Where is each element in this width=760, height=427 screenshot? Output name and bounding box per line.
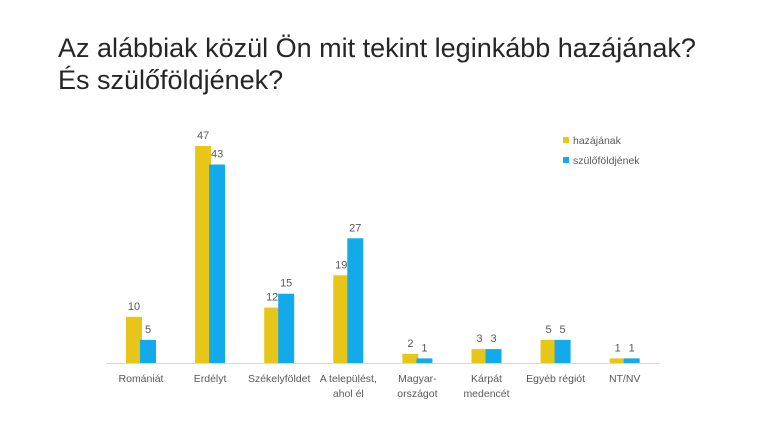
category-labels-group: Romániát Erdélyt Székelyföldet A települést… bbox=[119, 373, 641, 400]
value-label-s1-c4: 19 bbox=[335, 259, 347, 271]
value-label-s1-c1: 10 bbox=[128, 301, 140, 313]
bar-s2-c2 bbox=[209, 164, 226, 363]
bar-s1-c1 bbox=[126, 316, 142, 363]
category-label-3: Székelyföldet bbox=[248, 373, 311, 385]
category-label-5: Magyar-országot bbox=[397, 373, 437, 400]
bar-s2-c8 bbox=[623, 358, 640, 363]
bar-s2-c1 bbox=[140, 339, 156, 363]
legend: hazájának szülőföldjének bbox=[563, 135, 640, 167]
bar-s2-c7 bbox=[554, 339, 571, 363]
value-label-s1-c3: 12 bbox=[266, 292, 278, 304]
value-label-s2-c5: 1 bbox=[421, 342, 427, 354]
category-label-1: Romániát bbox=[119, 373, 164, 385]
bar-s1-c3 bbox=[264, 307, 281, 363]
title-line-2: És szülőföldjének? bbox=[58, 65, 284, 95]
value-label-s2-c4: 27 bbox=[349, 222, 361, 234]
bar-s2-c6 bbox=[485, 349, 502, 363]
value-label-s2-c2: 43 bbox=[211, 149, 223, 161]
bar-s2-c4 bbox=[347, 238, 364, 363]
legend-label-2: szülőföldjének bbox=[573, 155, 640, 167]
bar-s1-c4 bbox=[333, 275, 350, 363]
value-label-s1-c7: 5 bbox=[546, 324, 552, 336]
category-label-8: NT/NV bbox=[609, 373, 641, 385]
category-label-2: Erdélyt bbox=[194, 373, 227, 385]
value-label-s2-c3: 15 bbox=[280, 278, 292, 290]
bar-s1-c8 bbox=[609, 358, 626, 363]
category-label-6: Kárpát medencét bbox=[463, 373, 509, 400]
value-label-s2-c8: 1 bbox=[629, 342, 635, 354]
bars-group bbox=[126, 146, 640, 363]
value-label-s2-c1: 5 bbox=[145, 324, 151, 336]
bar-s1-c7 bbox=[540, 339, 557, 363]
bar-s2-c3 bbox=[278, 293, 295, 363]
value-label-s1-c6: 3 bbox=[476, 333, 482, 345]
value-label-s1-c5: 2 bbox=[407, 338, 413, 350]
value-label-s2-c6: 3 bbox=[490, 333, 496, 345]
chart-title: Az alábbiak közül Ön mit tekint leginkáb… bbox=[58, 32, 696, 96]
legend-swatch-1 bbox=[563, 137, 569, 143]
legend-label-1: hazájának bbox=[573, 135, 622, 147]
category-label-4: A települést, ahol él bbox=[320, 373, 377, 400]
bar-s1-c2 bbox=[195, 146, 212, 363]
category-label-7: Egyéb régiót bbox=[526, 373, 585, 385]
bar-s1-c6 bbox=[471, 349, 488, 363]
bar-s2-c5 bbox=[416, 358, 433, 363]
value-label-s1-c2: 47 bbox=[197, 130, 209, 142]
title-line-1: Az alábbiak közül Ön mit tekint leginkáb… bbox=[58, 33, 696, 63]
value-label-s1-c8: 1 bbox=[615, 342, 621, 354]
bar-s1-c5 bbox=[402, 353, 419, 363]
value-label-s2-c7: 5 bbox=[560, 324, 566, 336]
legend-swatch-2 bbox=[563, 157, 569, 163]
